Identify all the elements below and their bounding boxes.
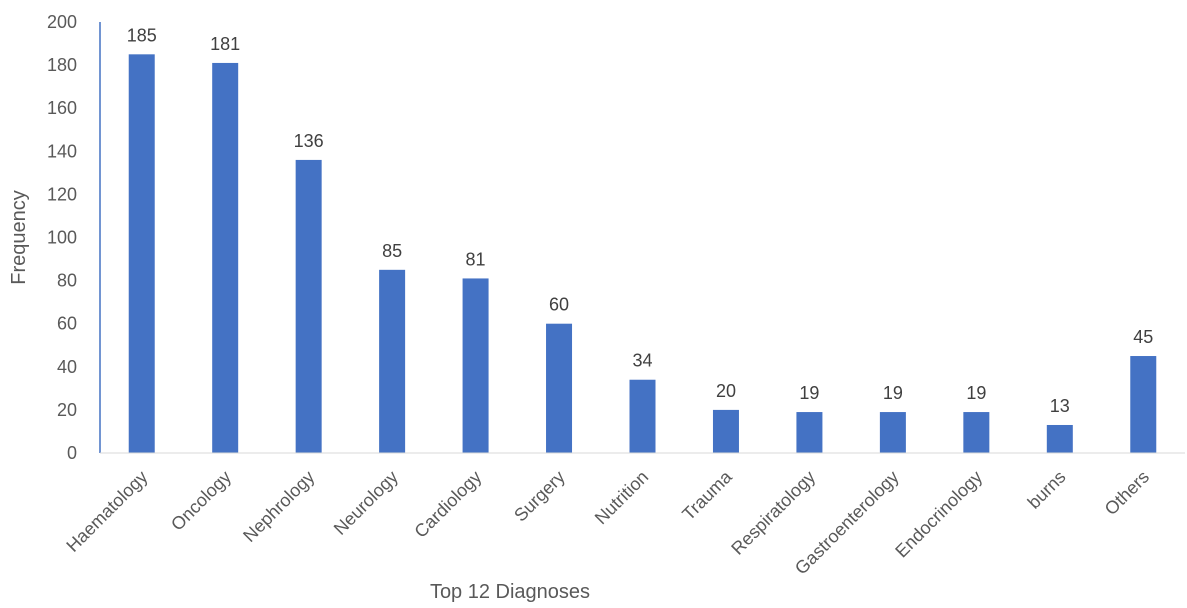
bar-trauma [712,409,739,453]
y-tick-label: 120 [47,184,77,204]
bar-nephrology [295,159,322,454]
y-tick-label: 60 [57,314,77,334]
x-tick-label: Respiratology [727,467,819,559]
bar-gastroenterology [879,412,906,453]
bar-others [1130,356,1157,453]
y-tick-label: 200 [47,12,77,32]
x-axis: Haematology Oncology Nephrology Neurology Ca… [62,452,1185,578]
x-tick-label: Cardiology [410,467,485,542]
bar-cardiology [462,278,489,453]
data-label: 85 [382,241,402,261]
x-tick-label: Endocrinology [891,467,986,562]
x-tick-label: burns [1024,467,1070,513]
x-tick-label: Oncology [167,467,235,535]
bar-haematology [128,54,155,453]
y-axis: 0 20 40 60 80 100 120 140 160 180 200 [47,12,101,463]
y-tick-label: 160 [47,98,77,118]
y-axis-title: Frequency [8,190,30,285]
data-label: 136 [294,131,324,151]
y-tick-label: 180 [47,55,77,75]
bar-respiratology [796,412,823,453]
data-label: 20 [716,381,736,401]
data-label: 13 [1050,396,1070,416]
x-tick-label: Surgery [510,467,569,526]
x-tick-label: Neurology [330,467,402,539]
data-label: 19 [799,383,819,403]
bars [128,54,1157,454]
data-label: 19 [883,383,903,403]
y-tick-label: 140 [47,141,77,161]
x-tick-label: Trauma [678,466,736,524]
data-label: 45 [1133,327,1153,347]
y-tick-label: 100 [47,228,77,248]
data-label: 185 [127,25,157,45]
bar-neurology [379,269,406,453]
data-label: 60 [549,295,569,315]
x-tick-label: Haematology [62,467,151,556]
bar-burns [1046,424,1073,453]
y-tick-label: 20 [57,400,77,420]
data-label: 34 [632,351,652,371]
bar-surgery [546,323,573,453]
x-tick-label: Others [1101,467,1153,519]
bar-endocrinology [963,412,990,453]
x-axis-title: Top 12 Diagnoses [430,581,590,603]
x-tick-label: Nephrology [239,467,318,546]
data-labels: 185 181 136 85 81 60 34 20 19 19 19 13 45 [127,25,1154,416]
y-tick-label: 40 [57,357,77,377]
x-tick-label: Nutrition [591,467,653,529]
y-tick-label: 80 [57,271,77,291]
data-label: 19 [966,383,986,403]
data-label: 181 [210,34,240,54]
data-label: 81 [466,249,486,269]
bar-oncology [212,62,239,453]
y-tick-label: 0 [67,443,77,463]
bar-nutrition [629,379,656,453]
